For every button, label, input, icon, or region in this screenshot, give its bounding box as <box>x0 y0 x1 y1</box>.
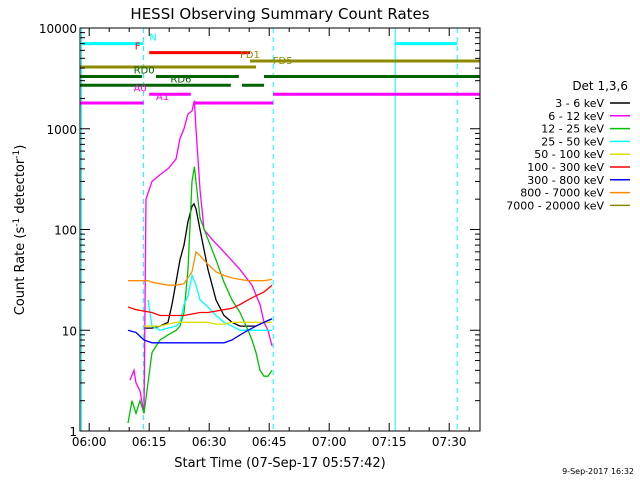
flag-label-rd0: RD0 <box>134 66 155 77</box>
flag-label-a0: A0 <box>134 83 147 94</box>
series-line-1 <box>129 100 273 414</box>
series-line-3 <box>147 273 272 331</box>
flag-label-rd6: RD6 <box>170 74 191 85</box>
x-tick-label-6: 07:30 <box>432 435 467 449</box>
series-line-4 <box>144 321 272 327</box>
plot-area: NF FD1 FD5 RD0 RD6 A0 A1 <box>80 28 480 431</box>
x-axis-label: Start Time (07-Sep-17 05:57:42) <box>174 456 385 471</box>
legend-label-0: 3 - 6 keV <box>555 97 604 110</box>
y-tick-label-1: 10 <box>62 324 77 338</box>
chart-title: HESSI Observing Summary Count Rates <box>130 5 429 23</box>
flag-label-f: F <box>135 42 141 53</box>
y-tick-label-3: 1000 <box>46 123 77 137</box>
legend-label-5: 100 - 300 keV <box>527 161 604 174</box>
flag-label-n: N <box>149 33 156 44</box>
x-tick-label-0: 06:00 <box>72 435 107 449</box>
y-axis-label-mid: detector <box>13 158 28 218</box>
y-axis-label-end: ) <box>13 145 28 150</box>
y-axis-label: Count Rate (s-1 detector-1) <box>12 145 28 316</box>
footer-date: 9-Sep-2017 16:32 <box>562 467 634 476</box>
legend-label-2: 12 - 25 keV <box>541 123 604 136</box>
series-line-7 <box>128 250 273 286</box>
x-tick-label-4: 07:00 <box>312 435 347 449</box>
x-tick-label-1: 06:15 <box>132 435 167 449</box>
flag-label-a1: A1 <box>156 92 169 103</box>
legend-label-3: 25 - 50 keV <box>541 135 604 148</box>
legend-title: Det 1,3,6 <box>572 79 628 93</box>
series-line-6 <box>127 318 273 344</box>
flag-label-fd1: FD1 <box>240 50 260 61</box>
y-axis-label-main: Count Rate (s <box>13 227 28 316</box>
series-line-0 <box>144 202 273 329</box>
legend-label-6: 300 - 800 keV <box>527 174 604 187</box>
legend-label-1: 6 - 12 keV <box>548 110 604 123</box>
legend-label-4: 50 - 100 keV <box>534 148 604 161</box>
y-tick-label-2: 100 <box>54 224 77 238</box>
legend-label-8: 7000 - 20000 keV <box>506 199 604 212</box>
legend-label-7: 800 - 7000 keV <box>520 187 604 200</box>
y-axis-label-sup2: -1 <box>12 150 22 159</box>
flag-label-fd5: FD5 <box>273 56 293 67</box>
y-tick-label-0: 1 <box>69 425 77 439</box>
series-line-2 <box>127 166 273 424</box>
x-tick-label-3: 06:45 <box>252 435 287 449</box>
y-axis-label-sup1: -1 <box>12 218 22 227</box>
x-tick-label-2: 06:30 <box>192 435 227 449</box>
series-line-5 <box>127 284 273 317</box>
y-tick-label-4: 10000 <box>39 22 77 36</box>
x-axis-ticks: 06:00 06:15 06:30 06:45 07:00 07:15 07:30 <box>72 28 470 449</box>
y-axis-ticks: 1 10 100 1000 10000 <box>39 22 480 439</box>
x-tick-label-5: 07:15 <box>372 435 407 449</box>
